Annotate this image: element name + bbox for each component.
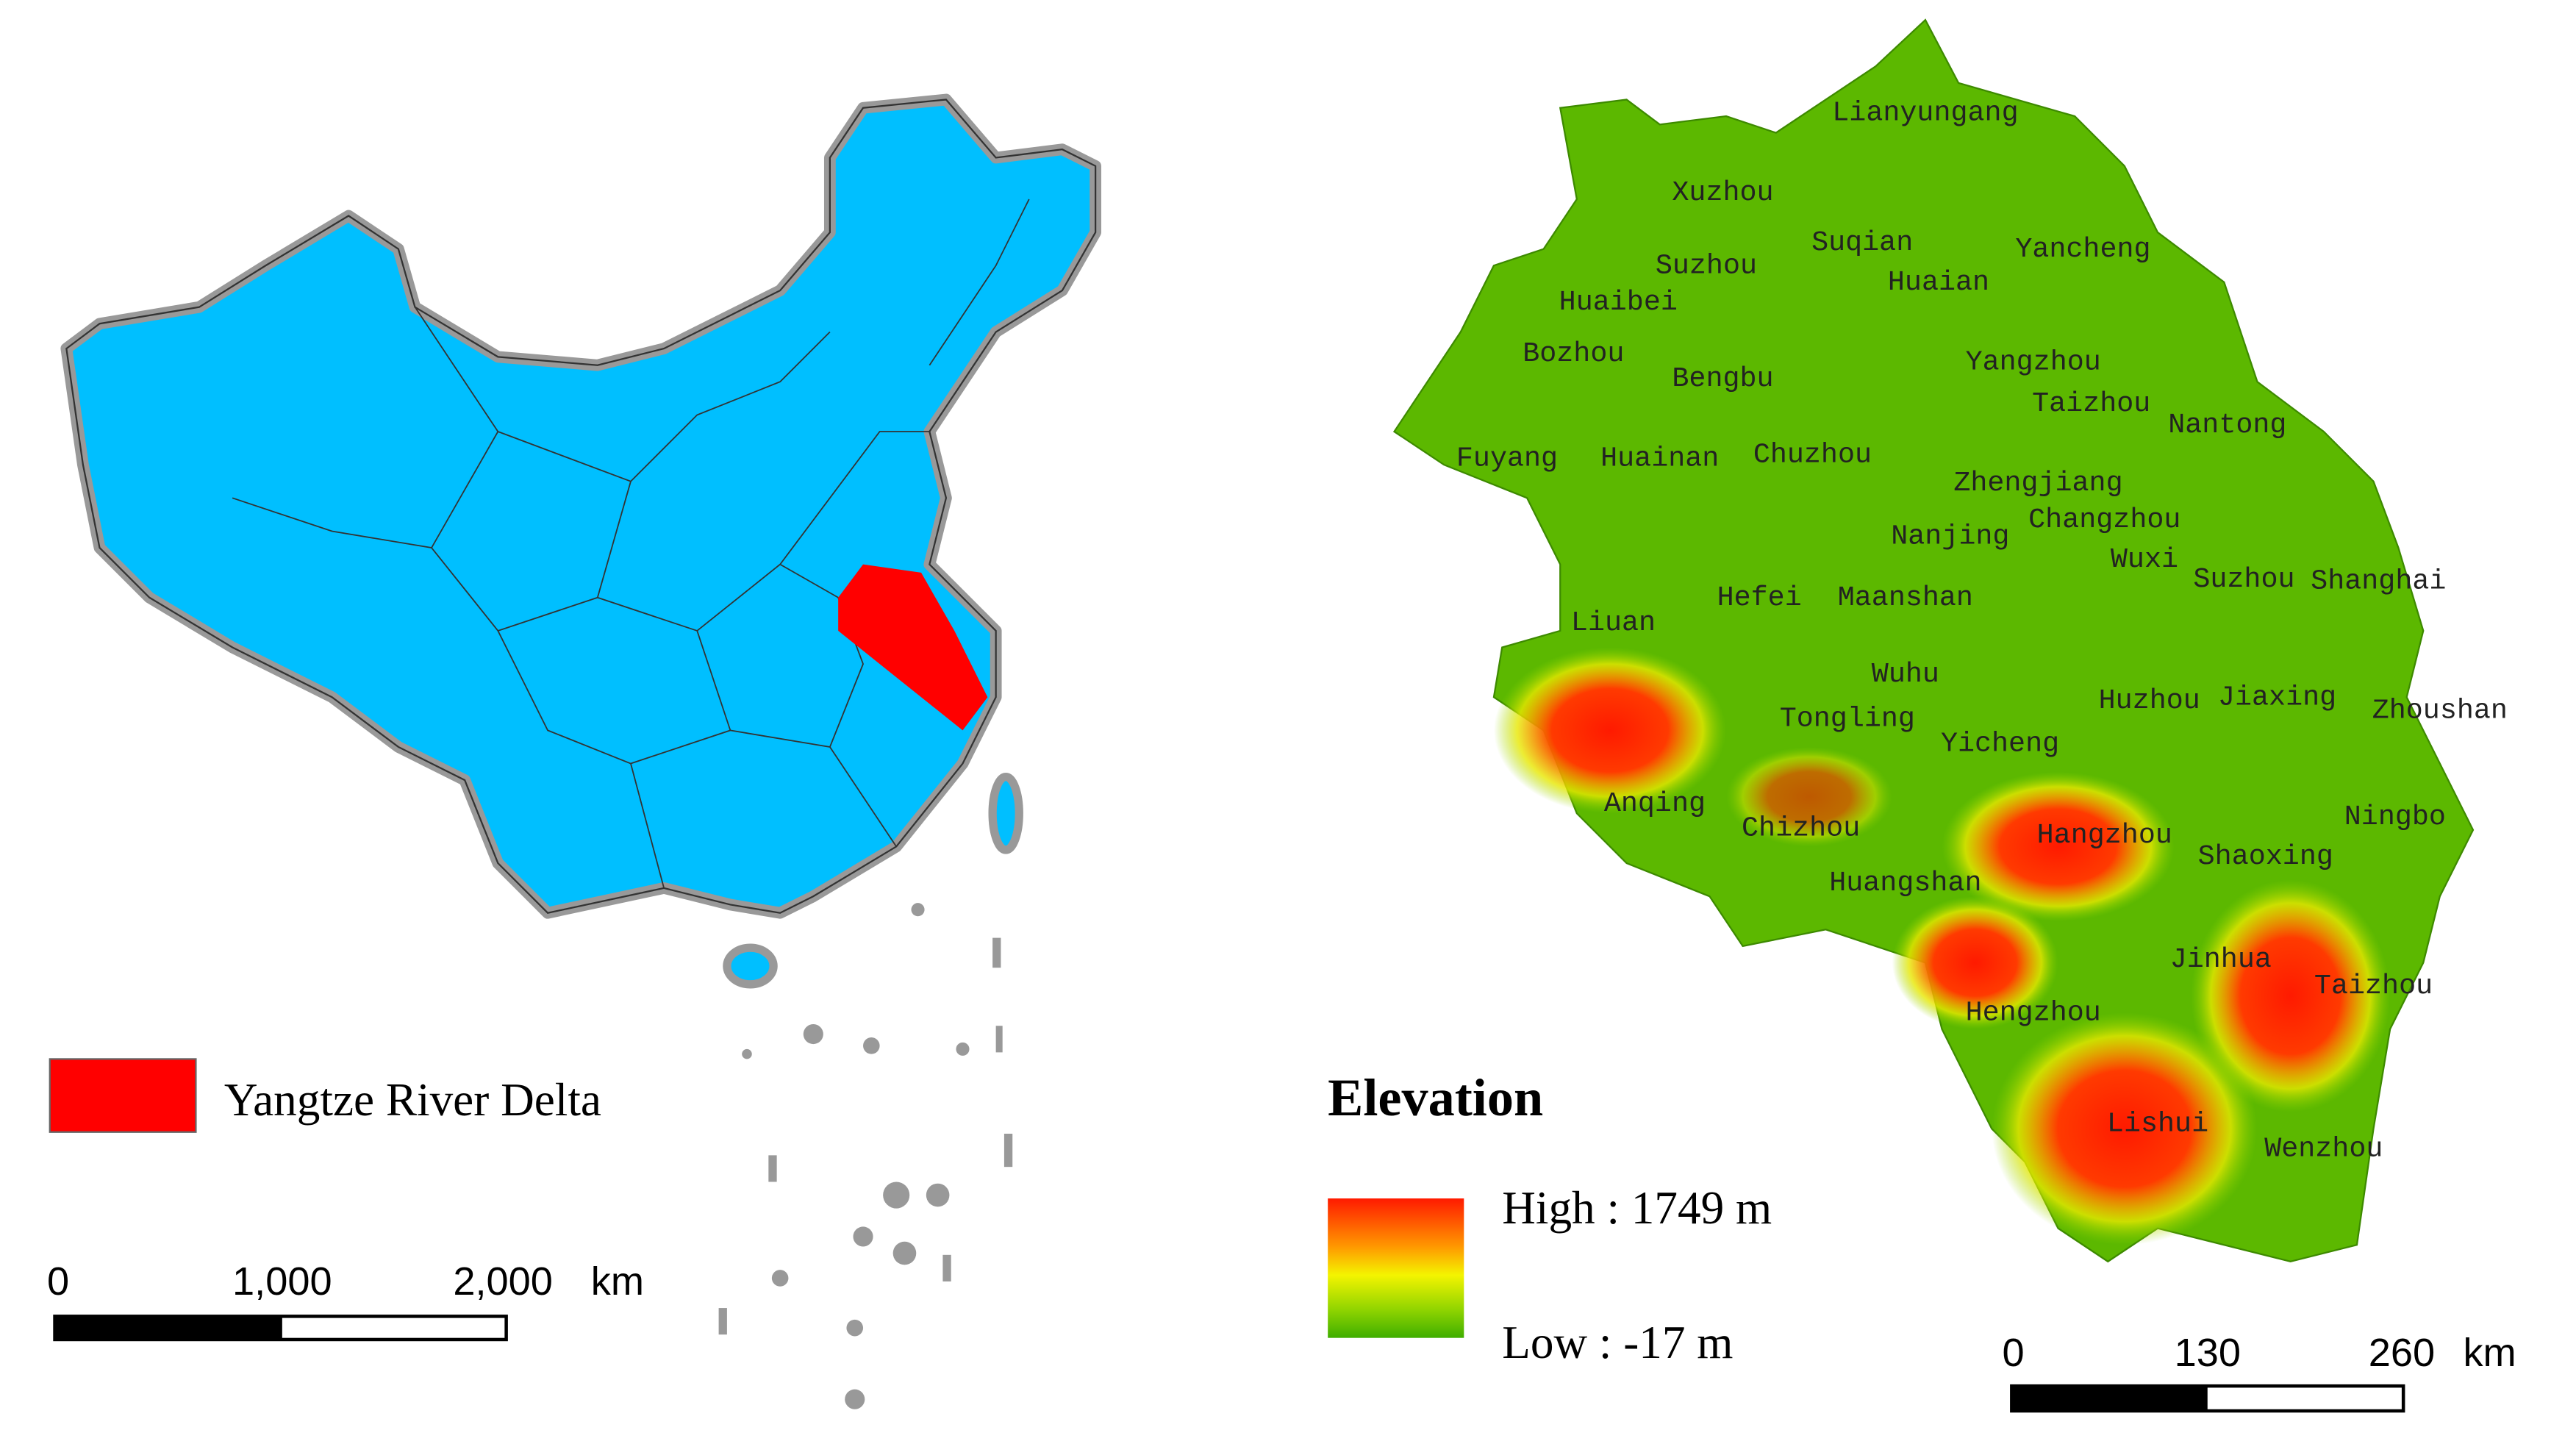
city-label: Chizhou (1742, 812, 1860, 845)
city-label: Changzhou (2028, 504, 2180, 536)
city-label: Hangzhou (2037, 819, 2172, 851)
scale-bar-fill (2011, 1386, 2208, 1412)
scale-tick-label: 0 (47, 1259, 69, 1304)
city-label: Wuhu (1872, 658, 1939, 690)
province-borders (232, 199, 1030, 889)
mountain-area (1992, 1012, 2258, 1245)
city-label: Jiaxing (2218, 681, 2336, 713)
scale-tick-label: 260 (2369, 1331, 2435, 1375)
city-label: Nanjing (1891, 520, 2009, 552)
china-outline-inner (65, 99, 1097, 914)
city-label: Huainan (1600, 442, 1719, 474)
city-label: Huaian (1888, 266, 1989, 298)
city-labels: Lianyungang Xuzhou Suqian Yancheng Suzhou Hua… (1456, 97, 2508, 1165)
scale-bar-fill (54, 1316, 282, 1340)
scale-unit: km (2463, 1331, 2516, 1375)
city-label: Hengzhou (1966, 996, 2101, 1029)
legend-high: High : 1749 m (1502, 1182, 1772, 1234)
scale-bar-right: 0 130 260 km (2003, 1331, 2516, 1413)
city-label: Chuzhou (1753, 439, 1872, 471)
legend-label: Yangtze River Delta (224, 1074, 601, 1126)
city-label: Suqian (1811, 226, 1913, 259)
city-label: Nantong (2168, 409, 2286, 441)
scale-tick-label: 1,000 (232, 1259, 332, 1304)
china-map (60, 93, 1102, 1409)
city-label: Liuan (1571, 607, 1656, 639)
legend-swatch (49, 1058, 197, 1133)
scale-tick-label: 0 (2003, 1331, 2025, 1375)
mountain-area (1942, 771, 2175, 922)
city-label: Wenzhou (2264, 1132, 2383, 1165)
city-label: Yancheng (2015, 233, 2150, 265)
city-label: Suzhou (1656, 249, 1757, 282)
city-label: Suzhou (2193, 563, 2294, 596)
legend-title: Elevation (1328, 1068, 1543, 1127)
city-label: Ningbo (2344, 801, 2446, 833)
city-label: Bozhou (1523, 337, 1624, 370)
city-label: Shanghai (2311, 565, 2446, 597)
city-label: Anqing (1604, 787, 1706, 820)
city-label: Taizhou (2032, 387, 2150, 420)
city-label: Shaoxing (2198, 840, 2333, 873)
city-label: Yicheng (1941, 728, 2059, 760)
city-label: Jinhua (2170, 943, 2272, 976)
city-label: Wuxi (2111, 543, 2178, 576)
city-label: Hefei (1717, 582, 1802, 614)
mountain-area (1493, 647, 1727, 814)
elevation-ramp (1328, 1198, 1464, 1338)
scale-tick-label: 130 (2175, 1331, 2241, 1375)
islands (718, 903, 1013, 1409)
city-label: Lishui (2107, 1108, 2208, 1140)
elevation-map: Lianyungang Xuzhou Suqian Yancheng Suzhou Hua… (1392, 18, 2508, 1263)
city-label: Zhengjiang (1953, 467, 2122, 499)
city-label: Huangshan (1829, 867, 1981, 899)
legend-low: Low : -17 m (1502, 1317, 1733, 1368)
city-label: Xuzhou (1672, 176, 1773, 209)
city-label: Zhoushan (2372, 694, 2508, 726)
scale-tick-label: 2,000 (453, 1259, 553, 1304)
city-label: Tongling (1780, 703, 1915, 735)
mountain-area (2191, 879, 2391, 1112)
scale-unit: km (591, 1259, 644, 1304)
mountain-area (1726, 746, 1892, 847)
hainan (723, 943, 778, 989)
city-label: Taizhou (2314, 970, 2433, 1002)
city-label: Lianyungang (1832, 97, 2018, 129)
yangtze-river-delta-region (838, 564, 988, 731)
scale-bar-left: 0 1,000 2,000 km (47, 1259, 644, 1342)
city-label: Fuyang (1456, 442, 1558, 474)
city-label: Huaibei (1559, 286, 1678, 318)
city-label: Huzhou (2099, 684, 2200, 717)
city-label: Maanshan (1838, 582, 1973, 614)
city-label: Bengbu (1672, 362, 1773, 395)
taiwan (988, 772, 1023, 854)
mountain-area (1892, 896, 2058, 1029)
city-label: Yangzhou (1966, 346, 2101, 378)
